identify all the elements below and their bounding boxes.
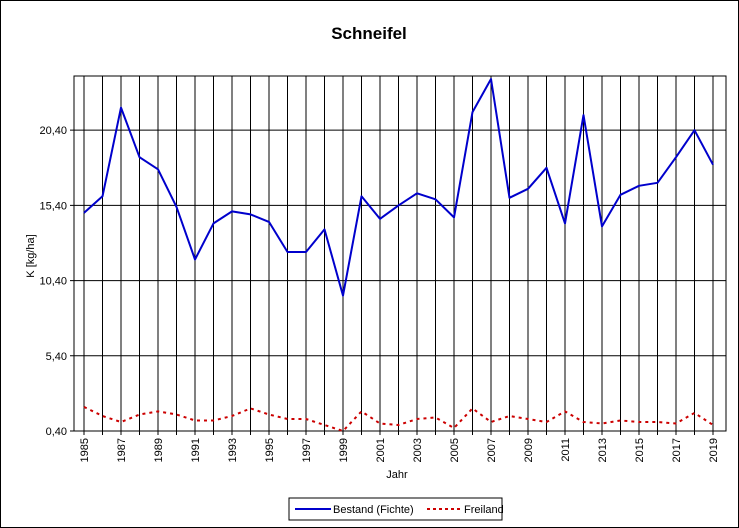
x-tick-label: 1993 (227, 438, 239, 462)
plot-area (73, 75, 727, 432)
series-line-bestand (83, 78, 714, 297)
vertical-gridlines (83, 76, 714, 435)
x-tick-label: 2015 (634, 438, 646, 462)
x-tick-label: 1997 (301, 438, 313, 462)
x-tick-label: 2001 (375, 438, 387, 462)
x-tick-label: 2007 (486, 438, 498, 462)
series-lines (83, 78, 714, 432)
x-tick-label: 2013 (597, 438, 609, 462)
y-tick-label: 5,40 (46, 351, 67, 363)
x-tick-label: 1999 (338, 438, 350, 462)
x-tick-label: 2005 (449, 438, 461, 462)
y-tick-labels: 0,40 5,40 10,40 15,40 20,40 (39, 125, 67, 438)
x-tick-label: 1987 (116, 438, 128, 462)
y-tick-label: 20,40 (39, 125, 67, 137)
y-tick-label: 0,40 (46, 426, 67, 438)
y-tick-label: 15,40 (39, 200, 67, 212)
legend-box (288, 497, 503, 521)
legend: Bestand (Fichte) Freiland (288, 497, 504, 521)
x-tick-label: 1989 (153, 438, 165, 462)
x-tick-label: 2003 (412, 438, 424, 462)
chart-title: Schneifel (331, 24, 407, 43)
y-axis-label: K [kg/ha] (25, 234, 37, 277)
x-tick-label: 1995 (264, 438, 276, 462)
legend-label-freiland: Freiland (464, 504, 504, 516)
x-tick-label: 2017 (671, 438, 683, 462)
x-tick-labels: 1985 1987 1989 1991 1993 1995 1997 1999 2001 2003… (79, 438, 720, 462)
legend-label-bestand: Bestand (Fichte) (333, 504, 414, 516)
x-axis-label: Jahr (386, 469, 408, 481)
x-tick-label: 1985 (79, 438, 91, 462)
x-tick-label: 1991 (190, 438, 202, 462)
series-line-freiland (83, 406, 714, 432)
x-tick-label: 2019 (708, 438, 720, 462)
y-tick-label: 10,40 (39, 276, 67, 288)
x-tick-label: 2009 (523, 438, 535, 462)
x-tick-label: 2011 (560, 438, 572, 462)
